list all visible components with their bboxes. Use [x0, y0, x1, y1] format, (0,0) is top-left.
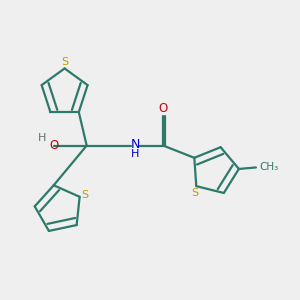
- Text: H: H: [38, 133, 47, 143]
- Text: H: H: [131, 149, 140, 159]
- Text: S: S: [191, 188, 198, 198]
- Text: O: O: [159, 102, 168, 115]
- Text: O: O: [50, 139, 59, 152]
- Text: S: S: [81, 190, 88, 200]
- Text: N: N: [130, 138, 140, 151]
- Text: S: S: [61, 57, 68, 67]
- Text: CH₃: CH₃: [260, 163, 279, 172]
